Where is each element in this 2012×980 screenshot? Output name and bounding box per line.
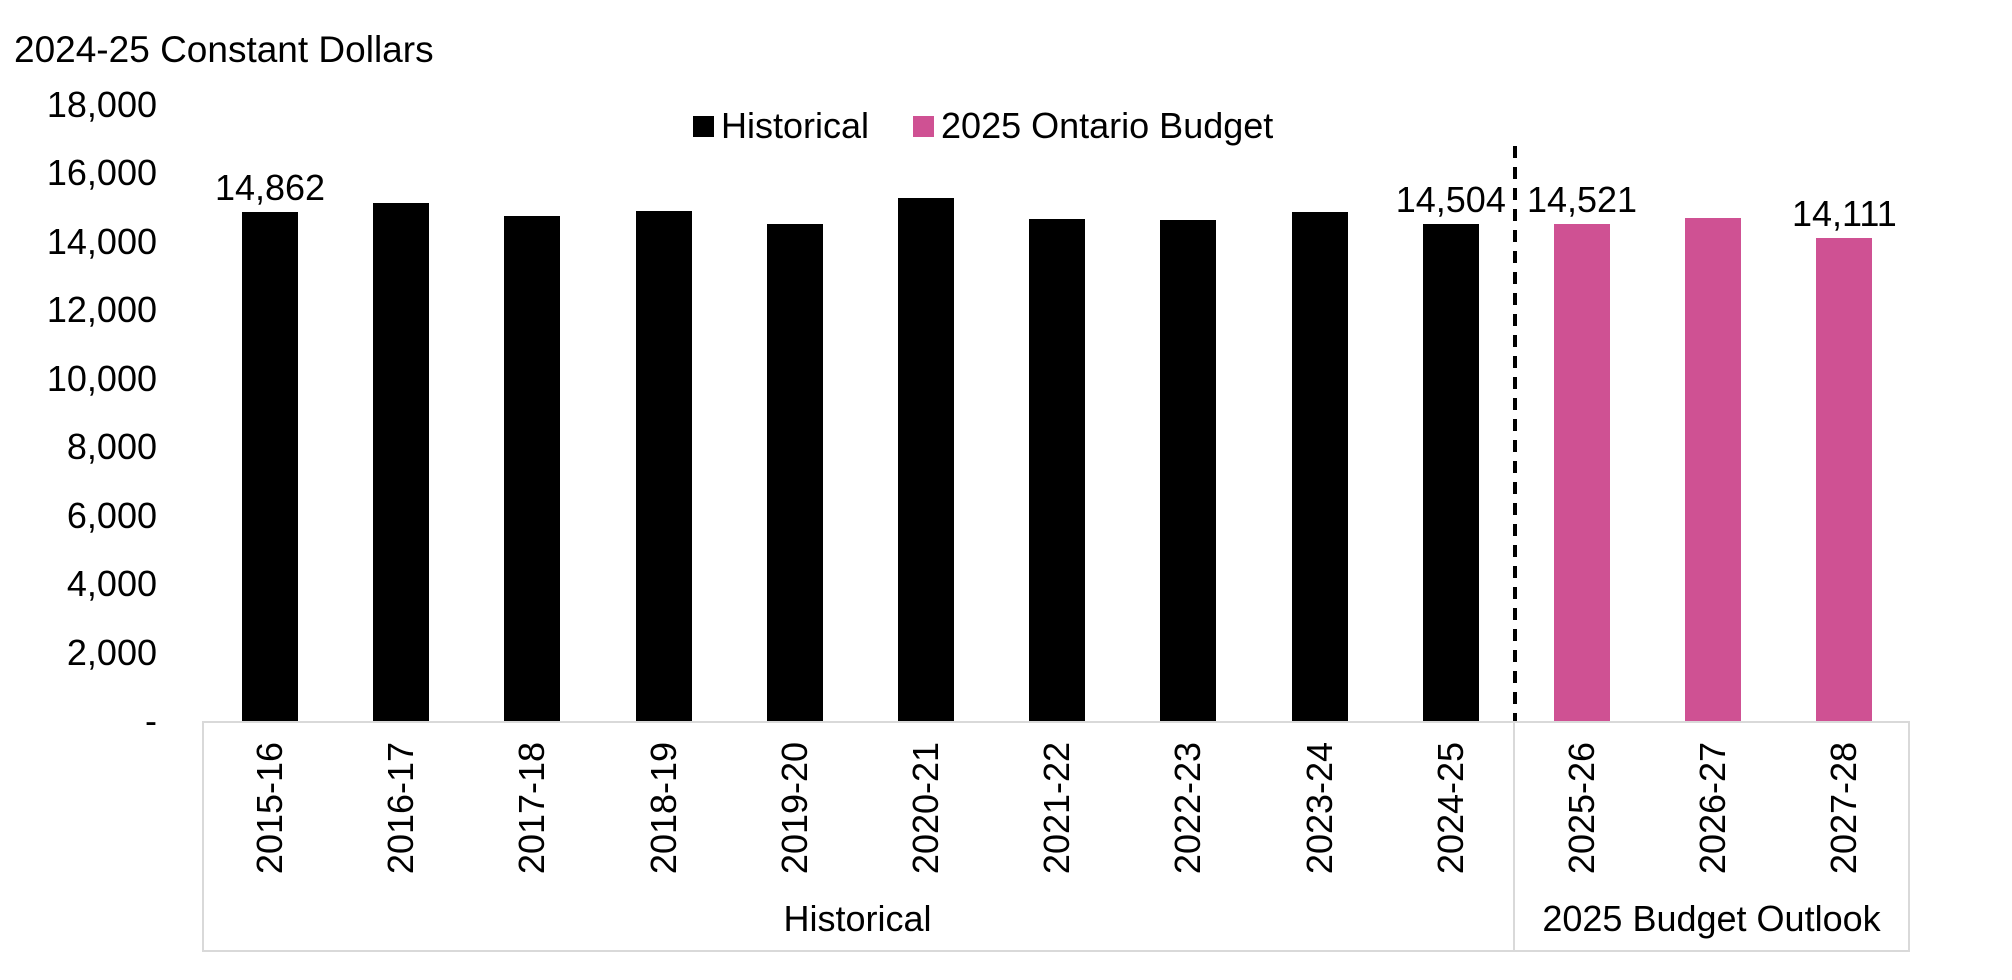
- x-axis-category-label: 2017-18: [511, 741, 553, 875]
- y-axis-tick-label: 10,000: [46, 357, 157, 399]
- bar-2021-22: [1029, 218, 1086, 721]
- y-axis-tick-label: 4,000: [66, 563, 157, 604]
- bar-2016-17: [373, 202, 430, 721]
- bar-2015-16: [242, 211, 298, 721]
- y-axis-tick-label: 18,000: [46, 83, 157, 125]
- x-axis-category-label: 2018-19: [642, 741, 684, 875]
- bar-2019-20: [766, 224, 823, 721]
- x-axis-label-box: [202, 721, 1910, 952]
- x-axis-category-label: 2026-27: [1692, 741, 1734, 875]
- legend: Historical 2025 Ontario Budget: [693, 106, 1273, 146]
- x-axis-category-label: 2021-22: [1036, 741, 1078, 875]
- x-axis-category-label: 2016-17: [380, 741, 422, 875]
- bar-2024-25: [1422, 224, 1479, 721]
- x-axis-category-label: 2020-21: [905, 741, 946, 875]
- legend-item: Historical: [693, 106, 869, 146]
- bar-2017-18: [504, 215, 561, 721]
- bar-2023-24: [1291, 212, 1348, 721]
- x-axis-category-label: 2019-20: [773, 741, 815, 875]
- y-axis-tick-label: -: [145, 700, 157, 741]
- bar-2020-21: [898, 198, 954, 721]
- legend-label: 2025 Ontario Budget: [941, 105, 1274, 146]
- bar-value-label: 14,504: [1395, 179, 1506, 221]
- chart-title: 2024-25 Constant Dollars: [14, 29, 434, 70]
- x-axis-category-label: 2024-25: [1429, 741, 1471, 875]
- legend-label: Historical: [721, 105, 870, 146]
- forecast-separator-line: [1513, 146, 1517, 721]
- legend-item: 2025 Ontario Budget: [913, 106, 1273, 146]
- x-axis-category-label: 2027-28: [1823, 741, 1865, 875]
- bar-2022-23: [1160, 219, 1217, 721]
- legend-swatch-icon: [913, 115, 935, 137]
- bar-value-label: 14,521: [1526, 178, 1638, 220]
- bar-value-label: 14,862: [214, 166, 326, 208]
- group-label-budget-outlook: 2025 Budget Outlook: [1542, 898, 1881, 939]
- y-axis-tick-label: 12,000: [46, 289, 157, 330]
- group-label-historical: Historical: [783, 898, 932, 939]
- y-axis-tick-label: 2,000: [66, 631, 157, 673]
- bar-2018-19: [635, 211, 692, 721]
- x-axis-category-label: 2023-24: [1298, 741, 1340, 875]
- x-axis-category-label: 2015-16: [249, 741, 290, 875]
- bar-2025-26: [1554, 223, 1610, 721]
- x-axis-category-label: 2022-23: [1167, 741, 1209, 875]
- y-axis-tick-label: 16,000: [46, 152, 157, 193]
- bar-2026-27: [1685, 217, 1742, 721]
- y-axis-tick-label: 8,000: [66, 426, 157, 467]
- legend-swatch-icon: [693, 115, 714, 137]
- bar-2027-28: [1816, 237, 1873, 721]
- bar-value-label: 14,111: [1792, 192, 1897, 234]
- y-axis-tick-label: 14,000: [46, 220, 157, 262]
- y-axis-tick-label: 6,000: [66, 494, 157, 536]
- x-axis-category-label: 2025-26: [1561, 741, 1602, 875]
- x-axis-group-divider: [1513, 721, 1515, 952]
